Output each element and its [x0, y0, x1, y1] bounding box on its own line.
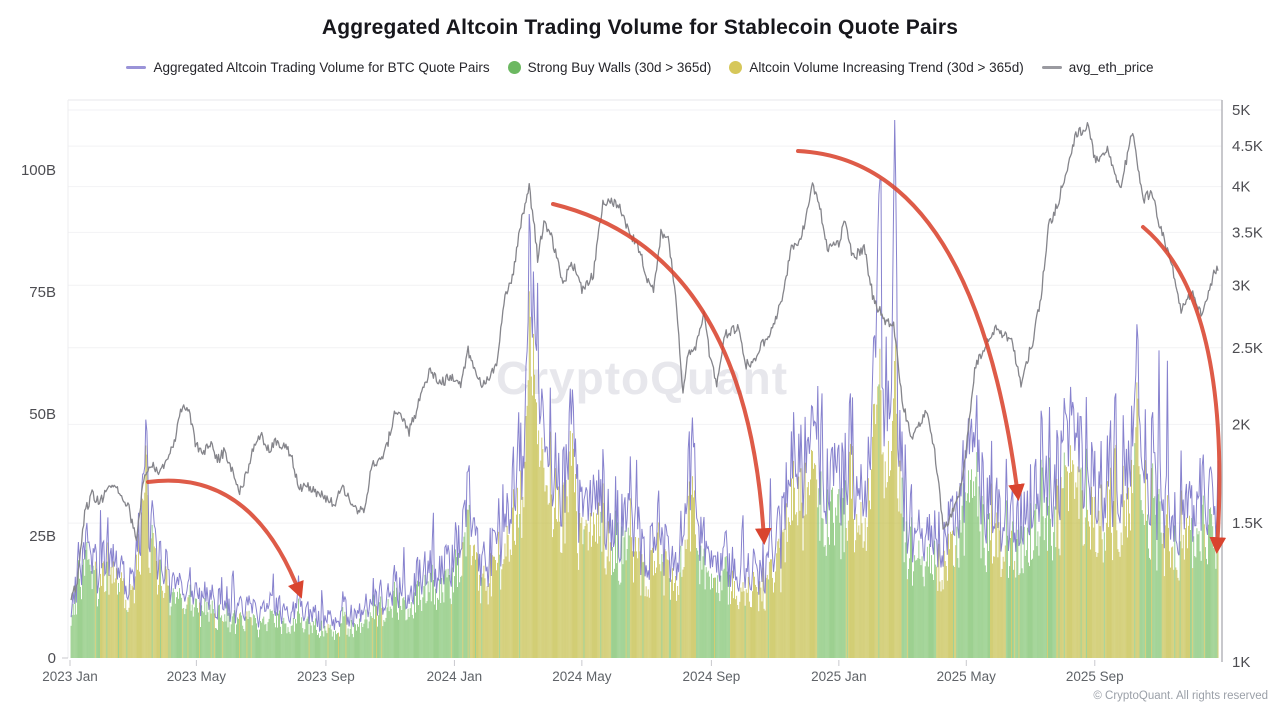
legend-item-label: avg_eth_price: [1068, 60, 1154, 75]
legend-item-2[interactable]: Altcoin Volume Increasing Trend (30d > 3…: [729, 60, 1024, 75]
y-axis-right-label: 1K: [1232, 654, 1250, 671]
gray-line-marker-icon: [1041, 66, 1062, 69]
decline-arrow-2023: [146, 478, 304, 599]
annotation-arrows: [146, 149, 1227, 599]
volume-bars: [70, 291, 1219, 658]
legend-item-0[interactable]: Aggregated Altcoin Trading Volume for BT…: [126, 60, 490, 75]
y-axis-left-label: 75B: [29, 284, 56, 301]
y-axis-right-label: 1.5K: [1232, 515, 1263, 532]
decline-arrow-2024h2: [796, 149, 1025, 501]
y-axis-right-label: 2.5K: [1232, 340, 1263, 357]
yellow-dot-marker-icon: [729, 61, 743, 74]
legend-item-label: Aggregated Altcoin Trading Volume for BT…: [153, 60, 490, 75]
legend-item-label: Altcoin Volume Increasing Trend (30d > 3…: [749, 60, 1024, 75]
x-axis-label: 2024 May: [552, 669, 612, 684]
x-axis-label: 2023 Sep: [297, 669, 355, 684]
y-axis-right-label: 2K: [1232, 416, 1250, 433]
decline-arrow-2025: [1141, 225, 1227, 555]
purple-line-marker-icon: [126, 66, 147, 69]
x-axis-label: 2025 May: [937, 669, 997, 684]
x-axis-label: 2023 Jan: [42, 669, 98, 684]
y-axis-right-label: 4.5K: [1232, 138, 1263, 155]
y-axis-right-label: 5K: [1232, 102, 1250, 119]
decline-arrow-2024: [551, 202, 772, 546]
y-axis-left-label: 50B: [29, 406, 56, 423]
green-dot-marker-icon: [507, 61, 521, 74]
copyright-notice: © CryptoQuant. All rights reserved: [1093, 690, 1268, 702]
legend-item-3[interactable]: avg_eth_price: [1041, 60, 1154, 75]
y-axis-right-label: 3K: [1232, 277, 1250, 294]
avg-eth-price-line: [70, 122, 1219, 601]
y-axis-right-label: 3.5K: [1232, 224, 1263, 241]
y-axis-left-label: 0: [48, 650, 56, 667]
legend-item-label: Strong Buy Walls (30d > 365d): [527, 60, 712, 75]
gridlines: [67, 99, 1222, 658]
btc-quote-volume-line: [70, 119, 1219, 633]
x-axis-label: 2025 Sep: [1066, 669, 1124, 684]
legend-item-1[interactable]: Strong Buy Walls (30d > 365d): [507, 60, 712, 75]
chart-legend: Aggregated Altcoin Trading Volume for BT…: [0, 60, 1280, 75]
axes: 0 25B 50B 75B 100B 1K 1.5K 2K 2.5K 3K 3.5K 4K 4.5K 5K…: [21, 100, 1263, 684]
x-axis-label: 2024 Sep: [682, 669, 740, 684]
y-axis-right-label: 4K: [1232, 179, 1250, 196]
y-axis-left-label: 25B: [29, 528, 56, 545]
y-axis-left-label: 100B: [21, 162, 56, 179]
x-axis-label: 2024 Jan: [427, 669, 483, 684]
x-axis-label: 2025 Jan: [811, 669, 867, 684]
chart-title: Aggregated Altcoin Trading Volume for St…: [321, 16, 959, 39]
x-axis-label: 2023 May: [167, 669, 227, 684]
